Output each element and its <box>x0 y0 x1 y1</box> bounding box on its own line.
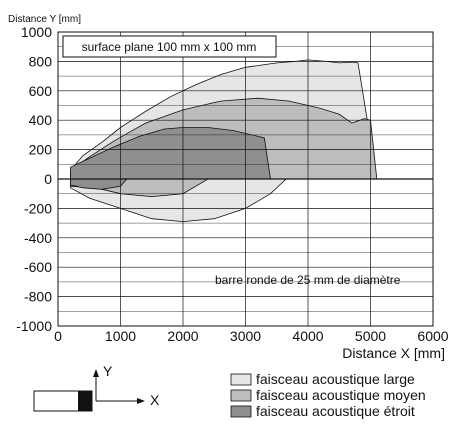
y-tick-label-1: 800 <box>29 53 53 69</box>
legend-swatch-2 <box>230 405 252 418</box>
plot-frame <box>57 31 434 327</box>
sensor-diagram: Y X <box>33 363 160 412</box>
y-tick-label-7: -400 <box>24 230 52 246</box>
target-rod-label: barre ronde de 25 mm de diamètre <box>215 273 401 287</box>
y-tick-label-3: 400 <box>29 112 53 128</box>
sensor-y-label: Y <box>103 363 113 379</box>
x-tick-label-5: 5000 <box>355 328 386 344</box>
target-box-frame <box>62 35 277 58</box>
y-tick-label-4: 200 <box>29 142 53 158</box>
y-tick-label-9: -800 <box>24 289 52 305</box>
y-axis-title: Distance Y [mm] <box>8 14 81 25</box>
y-tick-label-10: -1000 <box>16 318 52 334</box>
sensor-head <box>78 391 92 411</box>
x-axis-title: Distance X [mm] <box>342 345 445 361</box>
y-arrowhead-icon <box>93 369 99 377</box>
legend-label-2: faisceau acoustique étroit <box>256 403 415 419</box>
y-tick-label-2: 600 <box>29 83 53 99</box>
y-tick-label-5: 0 <box>44 171 52 187</box>
legend-swatch-0 <box>230 373 252 386</box>
legend-swatch-1 <box>230 389 252 402</box>
y-tick-label-6: -200 <box>24 200 52 216</box>
x-tick-label-0: 0 <box>54 328 62 344</box>
legend-label-0: faisceau acoustique large <box>256 371 415 387</box>
x-tick-label-3: 3000 <box>230 328 261 344</box>
x-tick-label-2: 2000 <box>167 328 198 344</box>
sensor-x-label: X <box>150 392 160 408</box>
x-arrowhead-icon <box>137 398 145 404</box>
x-tick-label-4: 4000 <box>292 328 323 344</box>
legend-label-1: faisceau acoustique moyen <box>256 387 426 403</box>
x-tick-label-6: 6000 <box>417 328 448 344</box>
target-box-label: surface plane 100 mm x 100 mm <box>82 40 257 54</box>
y-tick-label-8: -600 <box>24 259 52 275</box>
plot-fill-layer <box>70 59 378 223</box>
y-tick-label-0: 1000 <box>21 24 52 40</box>
target-box-annotation: surface plane 100 mm x 100 mm <box>62 35 277 58</box>
x-tick-label-1: 1000 <box>105 328 136 344</box>
